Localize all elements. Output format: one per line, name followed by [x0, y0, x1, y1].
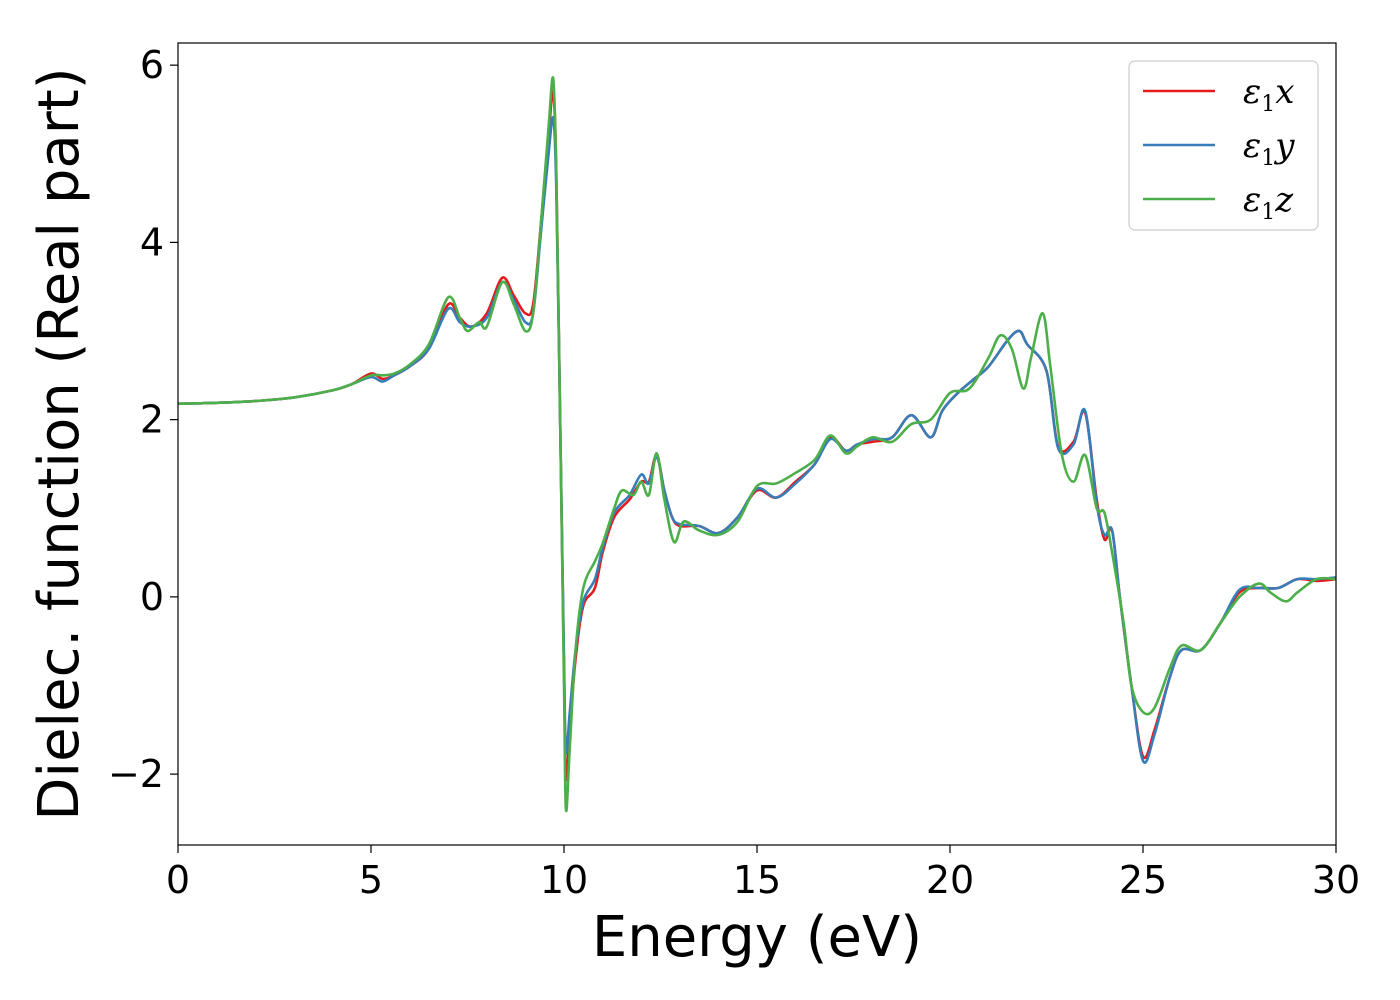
x-tick-label: 5	[359, 858, 383, 902]
y-tick-label: 2	[140, 398, 164, 442]
y-axis: −2 0 2 4 6	[108, 43, 178, 796]
y-tick-label: 0	[140, 575, 164, 619]
x-axis: 0 5 10 15 20 25 30	[166, 845, 1360, 902]
legend: ε1x ε1y ε1z	[1128, 60, 1319, 231]
legend-label-eps1x: ε1x	[1243, 72, 1294, 117]
x-axis-label: Energy (eV)	[592, 905, 922, 970]
legend-box	[1128, 60, 1319, 231]
series-layer	[178, 76, 1336, 813]
y-tick-label: −2	[108, 752, 164, 796]
x-tick-label: 15	[733, 858, 781, 902]
x-tick-label: 20	[926, 858, 974, 902]
x-tick-label: 30	[1312, 858, 1360, 902]
legend-label-eps1z: ε1z	[1243, 180, 1294, 225]
series-line-eps1z	[178, 76, 1336, 813]
y-tick-label: 6	[140, 43, 164, 87]
x-tick-label: 10	[540, 858, 588, 902]
y-axis-label: Dielec. function (Real part)	[27, 67, 92, 820]
y-tick-label: 4	[140, 220, 164, 264]
x-tick-label: 0	[166, 858, 190, 902]
x-tick-label: 25	[1119, 858, 1167, 902]
series-line-eps1y	[178, 116, 1336, 764]
legend-label-eps1y: ε1y	[1243, 126, 1295, 171]
